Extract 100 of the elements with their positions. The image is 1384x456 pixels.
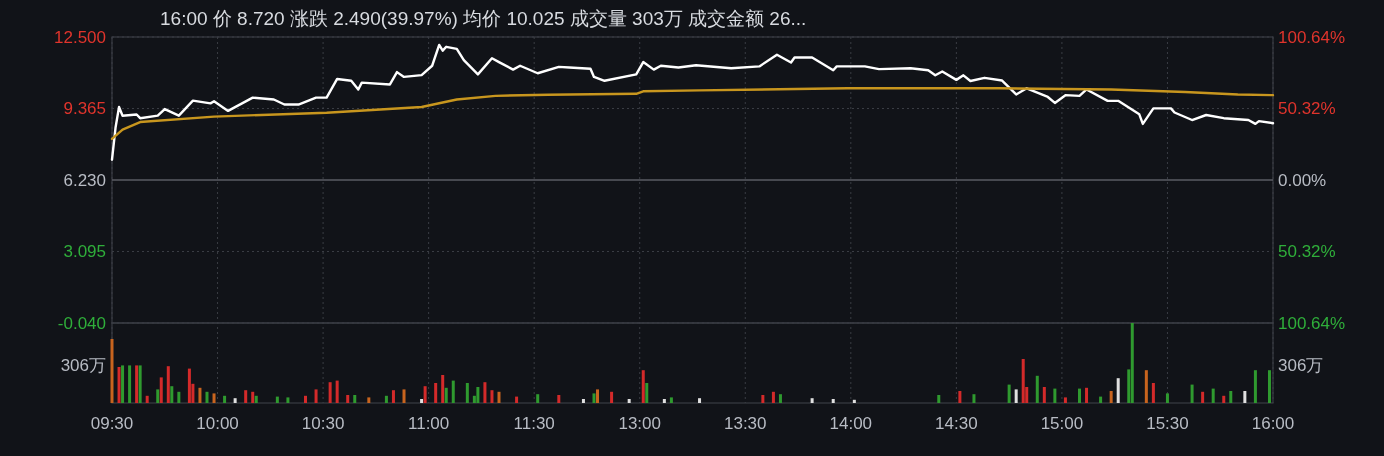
bar (423, 386, 427, 403)
bar (286, 397, 290, 403)
line-series (110, 43, 1275, 161)
bar (353, 395, 357, 403)
bar (402, 389, 406, 403)
bar (212, 393, 216, 403)
bar (1007, 384, 1011, 403)
bar (761, 395, 765, 403)
bar (1085, 387, 1089, 403)
bar (1078, 388, 1081, 403)
bar (1190, 384, 1194, 403)
bar (205, 391, 209, 403)
bar (1063, 397, 1067, 403)
y-tick-label: 9.365 (63, 99, 106, 118)
y2-tick-label: 50.32% (1278, 242, 1336, 261)
bar (557, 395, 561, 403)
bar (156, 389, 160, 403)
bar (1151, 383, 1155, 403)
bar (669, 397, 673, 403)
y-tick-label: 6.230 (63, 170, 106, 190)
bar (1053, 388, 1057, 403)
bar (170, 386, 174, 403)
bar (177, 391, 181, 403)
x-tick-label: 11:00 (408, 413, 450, 433)
x-tick-label: 10:00 (196, 413, 239, 433)
x-tick-label: 11:30 (513, 413, 555, 433)
bar (451, 380, 455, 403)
bar (645, 383, 649, 403)
bar (1042, 387, 1046, 403)
text: 306万 (1278, 355, 1324, 375)
bar (490, 390, 494, 403)
bar (1109, 391, 1113, 403)
bar (831, 399, 835, 403)
bar (958, 391, 962, 403)
y-tick-label: -0.040 (57, 313, 106, 333)
bar (1130, 323, 1134, 403)
text: 306万 (60, 355, 106, 375)
bar (367, 397, 371, 403)
bar (483, 382, 487, 403)
bar (346, 395, 350, 403)
bar (1014, 389, 1018, 403)
bar (771, 391, 775, 403)
bar (110, 339, 114, 403)
bar (852, 399, 856, 403)
bar (610, 391, 614, 403)
bar (1201, 391, 1205, 403)
y-tick-label: 12.500 (54, 27, 106, 47)
bar (1116, 378, 1120, 403)
bar (244, 390, 248, 403)
bar (1021, 359, 1025, 403)
bar (121, 365, 125, 403)
bar (275, 396, 279, 403)
bar (627, 399, 631, 403)
bar (1099, 396, 1103, 403)
bar (1211, 388, 1215, 403)
x-tick-label: 15:00 (1040, 413, 1084, 433)
bar (1267, 370, 1271, 403)
bar (476, 387, 480, 403)
bar (972, 394, 976, 403)
bar (778, 394, 782, 403)
bar (251, 391, 255, 403)
bar (254, 395, 258, 403)
bar (497, 391, 501, 403)
bar (641, 370, 645, 403)
line-series (110, 87, 1275, 141)
x-tick-label: 14:30 (935, 413, 978, 433)
bar (581, 399, 585, 403)
bar (328, 382, 332, 403)
bar (128, 365, 132, 403)
bar (420, 399, 424, 403)
bar (304, 395, 307, 403)
bar (1165, 393, 1169, 403)
x-tick-label: 15:30 (1146, 413, 1189, 433)
x-tick-label: 13:30 (724, 413, 767, 433)
bar (384, 395, 388, 403)
bar (810, 398, 814, 403)
bar (937, 395, 941, 403)
bar (1229, 391, 1233, 403)
bar (223, 395, 227, 403)
bar (233, 398, 237, 403)
bar (117, 367, 121, 403)
bar (444, 387, 448, 403)
bar (166, 366, 170, 403)
bar (1243, 391, 1247, 403)
y-tick-label: 3.095 (63, 242, 106, 261)
bar (434, 383, 438, 403)
bar (145, 395, 149, 403)
bar (198, 387, 202, 403)
chart-title: 16:00 价 8.720 涨跌 2.490(39.97%) 均价 10.025 成交量 303万 成交金额 26... (160, 7, 807, 29)
x-tick-label: 14:00 (829, 413, 873, 433)
bar (1144, 370, 1148, 403)
bar (1222, 395, 1226, 403)
bar (187, 368, 191, 403)
bar (1035, 375, 1039, 403)
y2-tick-label: 100.64% (1278, 27, 1346, 47)
bar (698, 398, 702, 403)
bar (159, 377, 163, 403)
bar (515, 396, 519, 403)
x-tick-label: 13:00 (618, 413, 661, 433)
bar (1253, 370, 1257, 403)
